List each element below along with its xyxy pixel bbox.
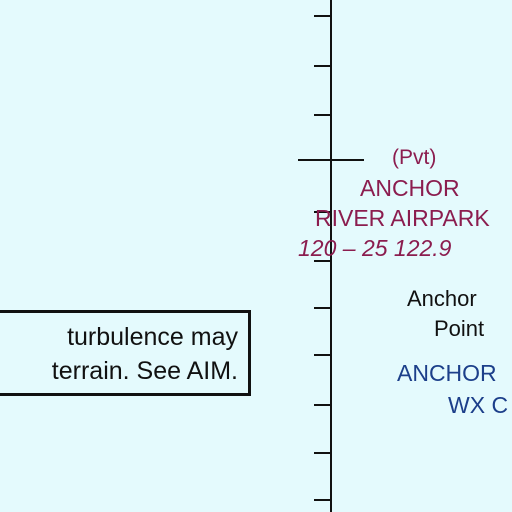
waypoint-name-line1: Anchor (407, 286, 477, 311)
airport-type-label: (Pvt) (392, 146, 437, 169)
weather-line1: ANCHOR (397, 360, 497, 386)
notice-line1: turbulence may (67, 323, 238, 351)
waypoint-name-line2: Point (434, 316, 485, 341)
tick-marks (314, 15, 331, 501)
airport-name-line1: ANCHOR (360, 175, 460, 201)
turbulence-notice-box: turbulence may terrain. See AIM. (0, 310, 251, 396)
airport-frequencies: 120 – 25 122.9 (298, 235, 452, 261)
notice-line2: terrain. See AIM. (51, 357, 238, 385)
airport-name-line2: RIVER AIRPARK (315, 205, 490, 231)
weather-line2: WX C (448, 392, 509, 418)
